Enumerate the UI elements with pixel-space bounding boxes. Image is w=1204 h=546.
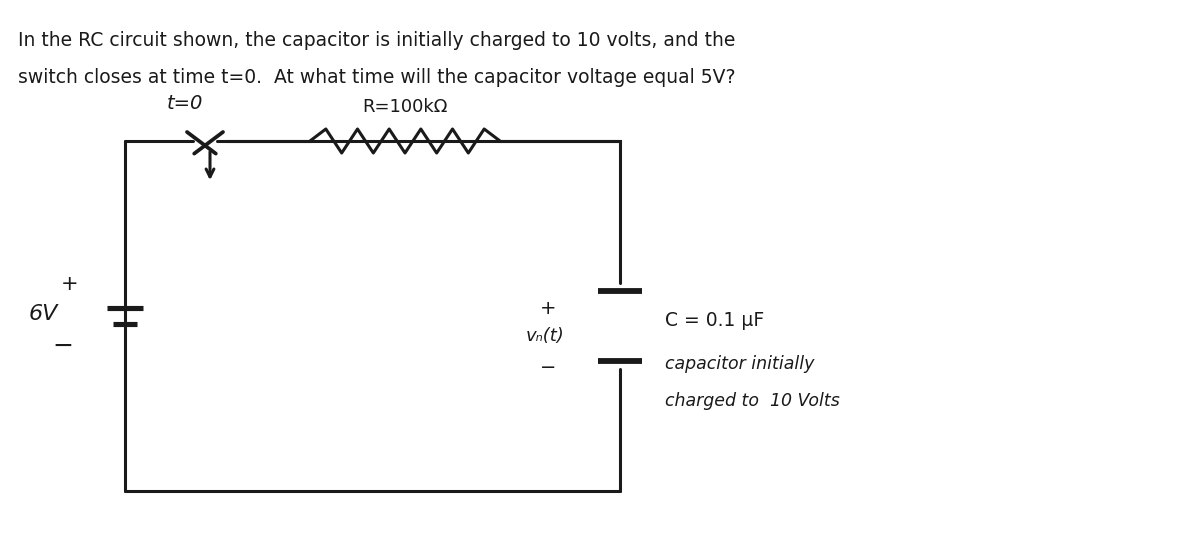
Text: +: +	[539, 299, 556, 318]
Text: +: +	[61, 274, 78, 294]
Text: vₙ(t): vₙ(t)	[526, 327, 565, 345]
Text: R=100kΩ: R=100kΩ	[362, 98, 448, 116]
Text: 6V: 6V	[29, 304, 58, 324]
Text: charged to  10 Volts: charged to 10 Volts	[665, 392, 839, 410]
Text: −: −	[53, 334, 73, 358]
Text: −: −	[539, 359, 556, 377]
Text: switch closes at time t=0.  At what time will the capacitor voltage equal 5V?: switch closes at time t=0. At what time …	[18, 68, 736, 87]
Text: In the RC circuit shown, the capacitor is initially charged to 10 volts, and the: In the RC circuit shown, the capacitor i…	[18, 31, 736, 50]
Text: t=0: t=0	[167, 94, 203, 113]
Text: C = 0.1 μF: C = 0.1 μF	[665, 312, 765, 330]
Text: capacitor initially: capacitor initially	[665, 355, 814, 373]
